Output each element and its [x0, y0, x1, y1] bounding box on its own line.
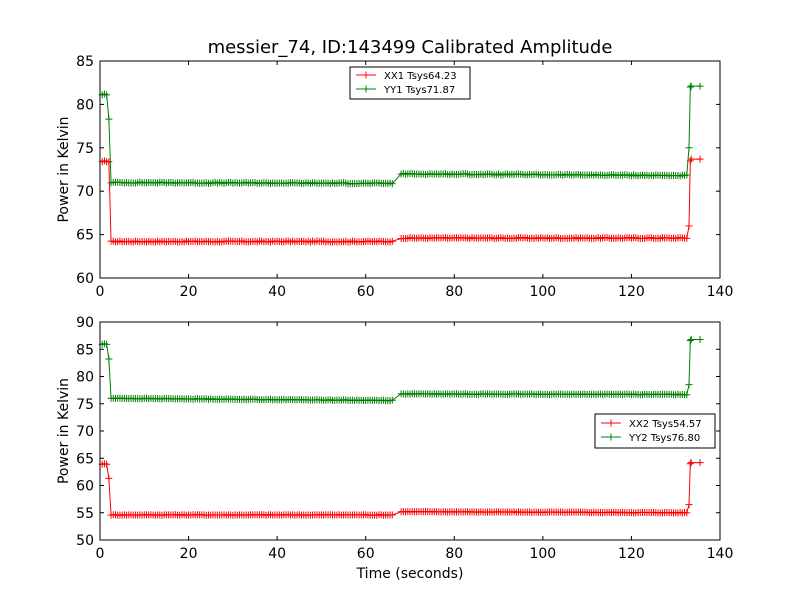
bottom-panel: 0 20 40 60 80 100 120 140 50 55 60 65 70 75 80 85 90 Powe…	[56, 315, 733, 582]
data-point-marker	[686, 337, 694, 345]
data-point-marker	[388, 396, 396, 404]
chart-title: messier_74, ID:143499 Calibrated Amplitu…	[208, 37, 613, 58]
data-point-marker	[105, 115, 113, 123]
x-tick-label: 80	[445, 546, 463, 562]
x-tick-label: 100	[529, 546, 556, 562]
y-tick-label: 90	[76, 315, 94, 331]
data-point-marker	[687, 155, 695, 163]
series-1-markers	[98, 155, 704, 246]
series-1-line	[98, 459, 704, 519]
x-tick-label: 120	[618, 546, 645, 562]
data-point-marker	[696, 335, 704, 343]
data-point-marker	[105, 355, 113, 363]
x-tick-label: 60	[357, 284, 375, 300]
data-point-marker	[105, 474, 113, 482]
y-tick-label: 70	[76, 424, 94, 440]
data-point-marker	[686, 460, 694, 468]
data-point-marker	[103, 460, 111, 468]
x-tick-label: 140	[707, 284, 734, 300]
data-point-marker	[686, 83, 694, 91]
data-point-marker	[696, 155, 704, 163]
y-tick-label: 65	[76, 451, 94, 467]
top-panel: 0 20 40 60 80 100 120 140 60 65 70 75 80 85 Power in K…	[56, 54, 733, 300]
legend: XX2 Tsys54.57 YY2 Tsys76.80	[594, 413, 716, 449]
legend-box	[349, 66, 471, 100]
legend-label: YY1 Tsys71.87	[383, 85, 455, 96]
data-point-marker	[683, 171, 691, 179]
data-point-marker	[696, 459, 704, 467]
y-axis-label: Power in Kelvin	[56, 378, 72, 484]
data-point-marker	[388, 237, 396, 245]
y-tick-label: 80	[76, 97, 94, 113]
x-tick-label: 100	[529, 284, 556, 300]
x-tick-label: 0	[96, 546, 105, 562]
data-point-marker	[103, 91, 111, 99]
y-axis-label: Power in Kelvin	[56, 116, 72, 222]
x-tick-label: 40	[268, 284, 286, 300]
series-2-line	[98, 335, 704, 405]
legend-label: YY2 Tsys76.80	[628, 433, 700, 444]
data-point-marker	[103, 340, 111, 348]
y-tick-label: 75	[76, 397, 94, 413]
legend-swatch-marker	[362, 71, 370, 79]
y-tick-label: 80	[76, 370, 94, 386]
series-1-line	[98, 155, 704, 246]
data-point-marker	[683, 391, 691, 399]
x-axis-label: Time (seconds)	[356, 566, 464, 582]
x-tick-label: 20	[180, 546, 198, 562]
legend-label: XX1 Tsys64.23	[384, 71, 457, 82]
series-2-markers	[98, 82, 704, 188]
legend-box	[594, 413, 716, 449]
series-2-line	[98, 82, 704, 188]
series-1-markers	[98, 459, 704, 519]
y-tick-label: 55	[76, 506, 94, 522]
data-point-marker	[685, 501, 693, 509]
data-point-marker	[687, 82, 695, 90]
legend: XX1 Tsys64.23 YY1 Tsys71.87	[349, 66, 471, 100]
x-tick-label: 120	[618, 284, 645, 300]
x-tick-label: 20	[180, 284, 198, 300]
data-point-marker	[685, 144, 693, 152]
x-tick-label: 0	[96, 284, 105, 300]
legend-swatch-marker	[607, 419, 615, 427]
y-tick-label: 85	[76, 54, 94, 70]
data-point-marker	[696, 82, 704, 90]
y-tick-label: 50	[76, 533, 94, 549]
legend-swatch-marker	[607, 433, 615, 441]
data-point-marker	[388, 511, 396, 519]
data-point-marker	[685, 381, 693, 389]
data-point-marker	[687, 459, 695, 467]
data-point-marker	[685, 222, 693, 230]
y-tick-label: 75	[76, 141, 94, 157]
series-line-path	[102, 85, 701, 185]
data-point-marker	[388, 180, 396, 188]
x-tick-label: 40	[268, 546, 286, 562]
y-tick-label: 65	[76, 228, 94, 244]
y-tick-label: 60	[76, 479, 94, 495]
y-tick-label: 85	[76, 342, 94, 358]
legend-label: XX2 Tsys54.57	[629, 419, 702, 430]
x-tick-label: 80	[445, 284, 463, 300]
y-tick-label: 60	[76, 271, 94, 287]
data-point-marker	[105, 158, 113, 166]
y-tick-label: 70	[76, 184, 94, 200]
data-point-marker	[687, 335, 695, 343]
series-2-markers	[98, 335, 704, 405]
x-tick-label: 140	[707, 546, 734, 562]
axes-frame	[99, 60, 721, 279]
x-tick-label: 60	[357, 546, 375, 562]
data-point-marker	[683, 234, 691, 242]
legend-swatch-marker	[362, 85, 370, 93]
series-line-path	[102, 462, 701, 516]
data-point-marker	[683, 509, 691, 517]
